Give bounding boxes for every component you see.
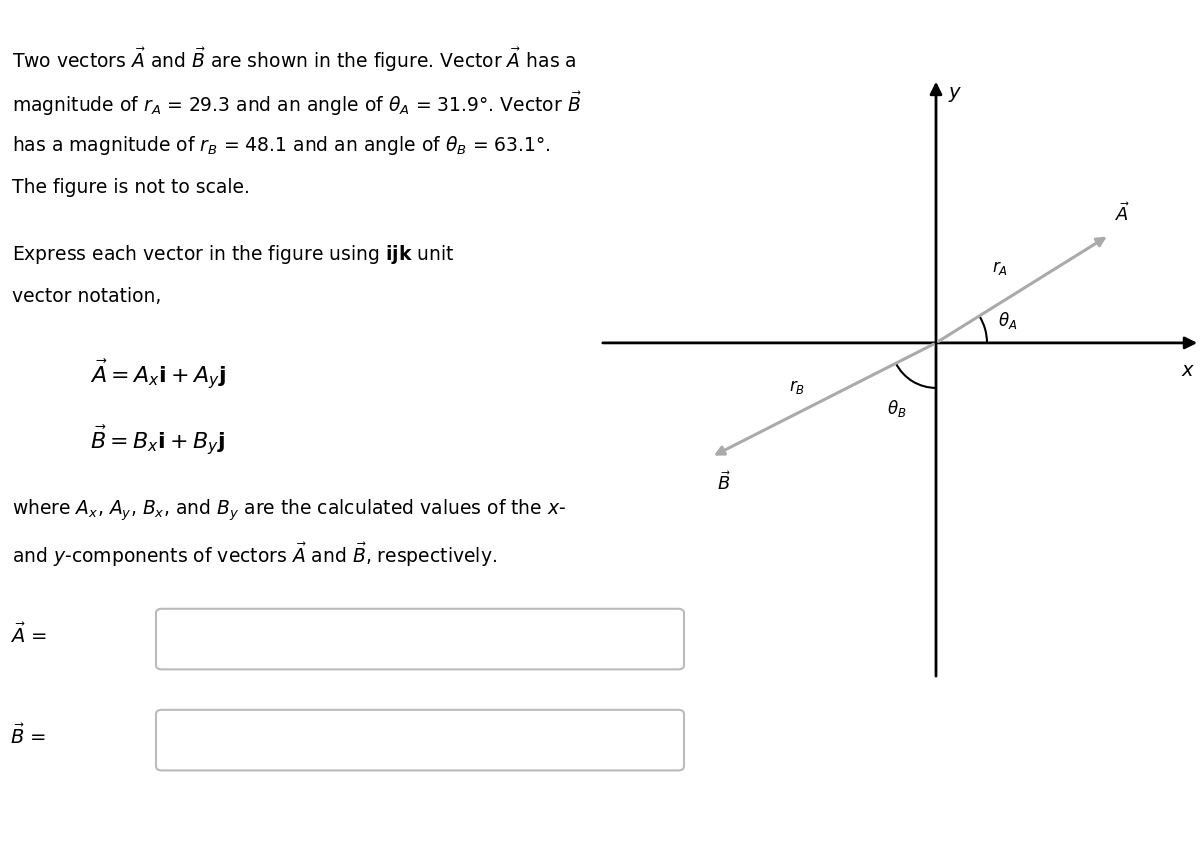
Text: $\vec{B}$: $\vec{B}$ bbox=[718, 472, 731, 494]
Text: The figure is not to scale.: The figure is not to scale. bbox=[12, 178, 250, 197]
FancyBboxPatch shape bbox=[156, 609, 684, 669]
Text: $\theta_B$: $\theta_B$ bbox=[887, 398, 906, 419]
Text: $\theta_A$: $\theta_A$ bbox=[998, 310, 1018, 331]
FancyBboxPatch shape bbox=[156, 710, 684, 770]
Text: $\vec{B}$ =: $\vec{B}$ = bbox=[10, 724, 46, 748]
Text: has a magnitude of $r_B$ = 48.1 and an angle of $\theta_B$ = 63.1°.: has a magnitude of $r_B$ = 48.1 and an a… bbox=[12, 134, 551, 157]
Text: and $y$-components of vectors $\vec{A}$ and $\vec{B}$, respectively.: and $y$-components of vectors $\vec{A}$ … bbox=[12, 541, 497, 569]
Text: Express each vector in the figure using $\mathbf{ijk}$ unit: Express each vector in the figure using … bbox=[12, 243, 455, 266]
Text: $\vec{B} = B_x\mathbf{i} + B_y\mathbf{j}$: $\vec{B} = B_x\mathbf{i} + B_y\mathbf{j}… bbox=[90, 423, 226, 457]
Text: magnitude of $r_A$ = 29.3 and an angle of $\theta_A$ = 31.9°. Vector $\vec{B}$: magnitude of $r_A$ = 29.3 and an angle o… bbox=[12, 90, 582, 118]
Text: $x$: $x$ bbox=[1181, 361, 1195, 380]
Text: Two vectors $\vec{A}$ and $\vec{B}$ are shown in the figure. Vector $\vec{A}$ ha: Two vectors $\vec{A}$ and $\vec{B}$ are … bbox=[12, 46, 577, 74]
Text: vector notation,: vector notation, bbox=[12, 287, 161, 306]
Text: $\vec{A} = A_x\mathbf{i} + A_y\mathbf{j}$: $\vec{A} = A_x\mathbf{i} + A_y\mathbf{j}… bbox=[90, 357, 227, 392]
Text: $\vec{A}$ =: $\vec{A}$ = bbox=[10, 623, 47, 647]
Text: $y$: $y$ bbox=[948, 85, 962, 104]
Text: where $A_x$, $A_y$, $B_x$, and $B_y$ are the calculated values of the $x$-: where $A_x$, $A_y$, $B_x$, and $B_y$ are… bbox=[12, 498, 566, 523]
Text: $\vec{A}$: $\vec{A}$ bbox=[1115, 203, 1130, 226]
Text: $r_B$: $r_B$ bbox=[788, 378, 805, 397]
Text: $r_A$: $r_A$ bbox=[992, 259, 1008, 277]
